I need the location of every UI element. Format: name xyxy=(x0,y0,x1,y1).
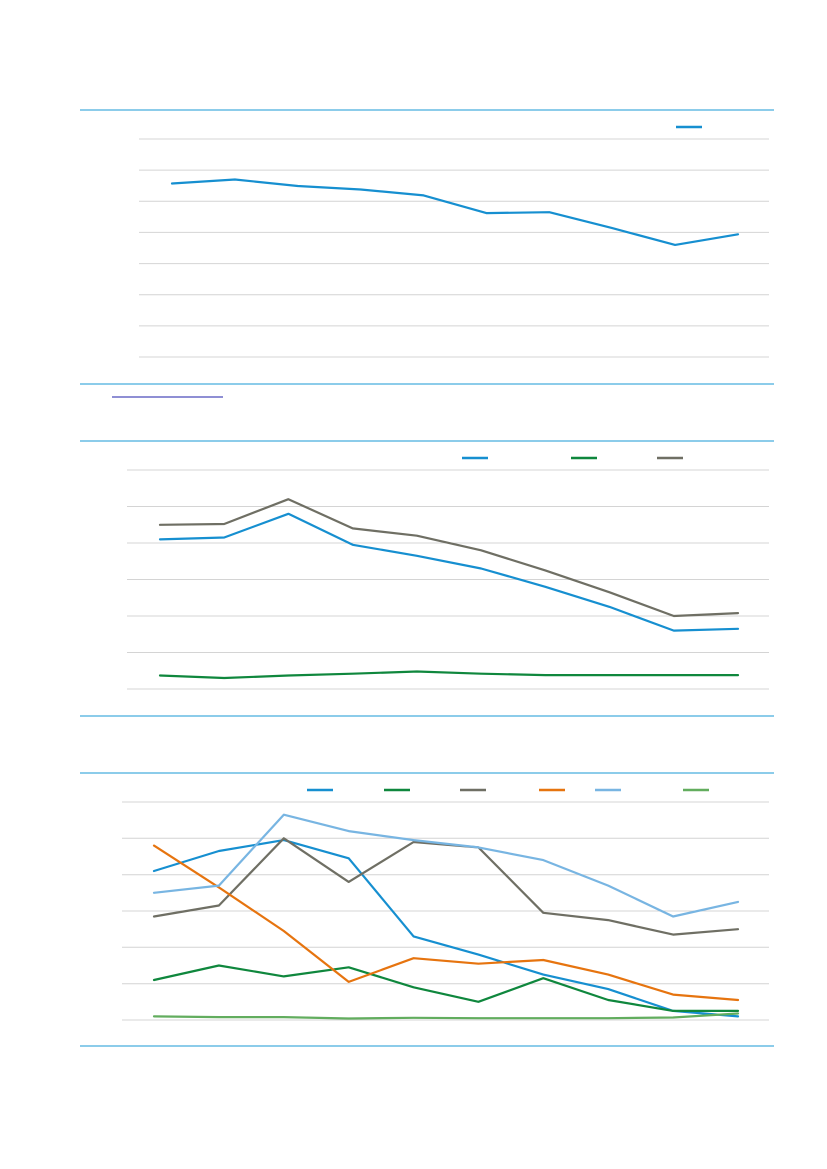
chart-3-series-5-line xyxy=(152,813,740,918)
chart-2-series-2-line xyxy=(158,670,740,680)
chart-3 xyxy=(122,788,769,1021)
chart-1 xyxy=(139,125,769,358)
chart-2-series-1-line xyxy=(158,512,740,632)
chart-2-series-3-line xyxy=(158,498,740,618)
chart-1-series-1-line xyxy=(170,178,740,246)
chart-3-series-4-line xyxy=(152,844,740,1002)
chart-3-series-3-line xyxy=(152,837,740,936)
chart-2 xyxy=(127,456,769,690)
chart-3-series-6-line xyxy=(152,1012,740,1020)
chart-3-series-2-line xyxy=(152,964,740,1013)
chart-3-series-1-line xyxy=(152,838,740,1018)
